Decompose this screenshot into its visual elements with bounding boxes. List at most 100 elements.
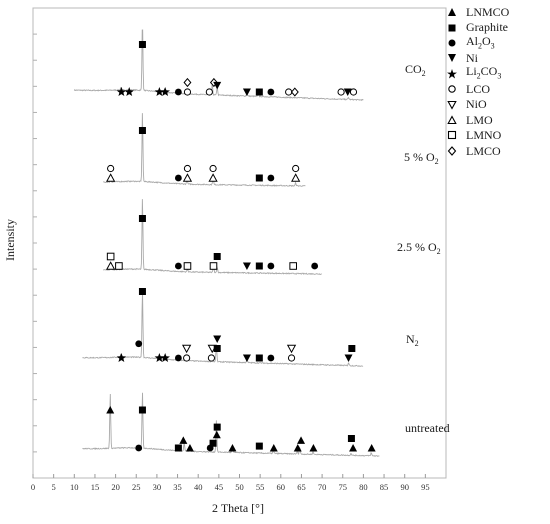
marker-circle-open	[292, 164, 300, 173]
legend-item-li2co3: Li2CO3	[446, 64, 550, 82]
marker-tri-up-open	[105, 261, 116, 270]
x-tick-label: 80	[359, 482, 368, 492]
x-tick-label: 95	[421, 482, 430, 492]
filled-star-icon	[447, 68, 457, 79]
legend-label: Li2CO3	[466, 64, 502, 81]
x-axis-label: 2 Theta [°]	[212, 501, 264, 515]
marker-tri-up	[293, 444, 302, 452]
marker-square	[213, 345, 221, 352]
legend-item-lmno: LMNO	[446, 128, 550, 143]
marker-star	[160, 87, 170, 97]
marker-tri-up-open	[182, 173, 193, 182]
legend-item-lco: LCO	[446, 82, 550, 97]
marker-tri-down-open	[286, 344, 297, 354]
x-tick-label: 75	[339, 482, 348, 492]
marker-circle	[311, 262, 319, 270]
marker-star	[154, 87, 165, 97]
marker-square-open	[209, 262, 218, 270]
marker-square	[138, 288, 146, 295]
series-labels: CO2 5 % O2 2.5 % O2 N2 untreated	[397, 62, 450, 435]
open-circle-icon	[448, 85, 456, 93]
marker-star	[116, 353, 127, 363]
marker-square-open	[115, 262, 123, 270]
marker-circle	[135, 340, 143, 348]
x-tick-label: 0	[31, 482, 35, 492]
legend-item-ni: Ni	[446, 51, 550, 66]
x-tick-label: 40	[194, 482, 203, 492]
marker-circle-open	[287, 354, 296, 362]
marker-tri-down	[213, 335, 222, 343]
x-tick-label: 60	[277, 482, 286, 492]
legend-label: LCO	[466, 81, 490, 96]
marker-star	[124, 87, 134, 97]
marker-tri-up	[367, 444, 376, 452]
pattern-co2	[73, 29, 364, 102]
filled-square-icon	[448, 24, 456, 32]
marker-square	[138, 41, 146, 48]
axes: 0 5 10 15 20 25 30 35 40 45 50 55 60 65 70 75 80 85 90 95	[31, 7, 447, 492]
pattern-curves	[73, 29, 380, 457]
legend: LNMCO Graphite Al2O3 Ni Li2CO3 LCO NiO L…	[446, 5, 550, 159]
marker-circle-open	[207, 354, 216, 362]
pattern-untreated	[82, 392, 380, 457]
marker-square	[174, 444, 182, 452]
marker-square	[347, 435, 355, 442]
pattern-5-o2	[103, 113, 306, 187]
x-tick-label: 65	[297, 482, 306, 492]
marker-tri-up	[309, 444, 318, 452]
legend-label: LMCO	[466, 143, 501, 158]
marker-circle-open	[209, 164, 217, 173]
legend-item-lmco: LMCO	[446, 144, 550, 159]
marker-circle-open	[285, 88, 293, 96]
series-label-5-o2: 5 % O2	[404, 150, 439, 166]
marker-tri-down	[242, 262, 251, 270]
marker-circle-open	[183, 88, 192, 96]
marker-tri-down	[344, 354, 353, 362]
marker-star	[160, 353, 170, 363]
marker-square	[138, 127, 146, 134]
pattern-2-5-o2	[102, 199, 322, 276]
x-tick-label: 15	[91, 482, 100, 492]
marker-circle	[267, 354, 275, 362]
marker-diamond-open	[290, 87, 299, 97]
marker-square	[138, 215, 146, 222]
marker-tri-down	[213, 81, 222, 90]
pattern-n2	[82, 290, 364, 367]
marker-square-open	[289, 262, 297, 270]
marker-square	[255, 442, 263, 450]
marker-tri-up	[179, 436, 188, 444]
x-tick-label: 85	[380, 482, 389, 492]
marker-square	[348, 345, 356, 352]
legend-item-lnmco: LNMCO	[446, 5, 550, 20]
y-axis-label: Intensity	[3, 219, 17, 261]
x-tick-label: 50	[235, 482, 244, 492]
marker-circle	[174, 354, 182, 362]
marker-square	[255, 262, 263, 270]
marker-tri-down-open	[181, 344, 192, 354]
x-tick-label: 20	[111, 482, 120, 492]
marker-tri-down	[242, 354, 251, 362]
marker-square	[138, 406, 146, 414]
marker-tri-up	[297, 436, 306, 444]
marker-tri-up-open	[105, 173, 116, 182]
marker-square	[255, 354, 263, 362]
open-triangle-up-icon	[447, 115, 457, 124]
legend-label: Al2O3	[466, 33, 495, 50]
legend-label: NiO	[466, 97, 487, 112]
marker-tri-down	[242, 88, 251, 96]
legend-item-graphite: Graphite	[446, 20, 550, 35]
marker-circle-open	[337, 88, 345, 96]
legend-label: LNMCO	[466, 5, 510, 19]
legend-label: Ni	[466, 51, 478, 66]
x-tick-label: 55	[256, 482, 265, 492]
legend-item-nio: NiO	[446, 97, 550, 112]
filled-triangle-up-icon	[448, 8, 456, 17]
x-tick-label: 30	[153, 482, 162, 492]
x-tick-label: 70	[318, 482, 327, 492]
x-tick-label: 45	[215, 482, 224, 492]
series-label-2-5-o2: 2.5 % O2	[397, 240, 441, 256]
marker-star	[116, 87, 127, 97]
marker-square	[255, 88, 263, 96]
marker-tri-up	[349, 444, 358, 452]
x-tick-label: 25	[132, 482, 141, 492]
